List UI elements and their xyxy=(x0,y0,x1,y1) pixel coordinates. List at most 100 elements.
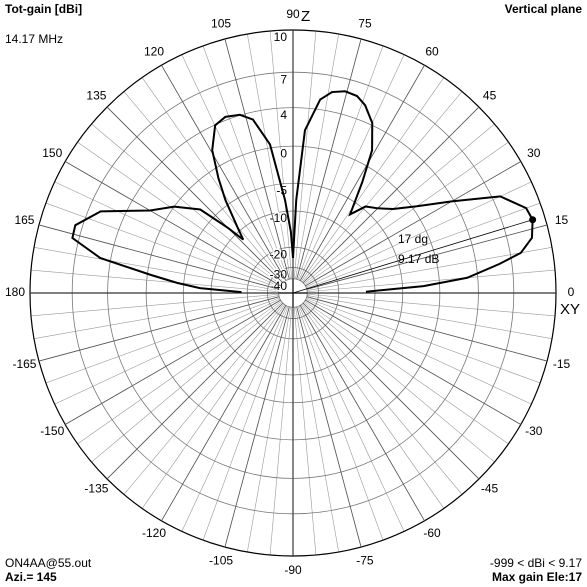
spoke xyxy=(297,306,384,541)
spoke xyxy=(91,301,283,463)
pattern-line xyxy=(71,90,534,294)
angle-tick-label: 105 xyxy=(211,17,231,31)
z-axis-label: Z xyxy=(301,8,310,25)
max-angle-label: 17 dg xyxy=(398,232,428,246)
r-tick-label: -30 xyxy=(270,268,288,282)
spoke xyxy=(295,33,339,279)
spoke xyxy=(304,300,509,445)
spoke xyxy=(269,307,293,556)
spoke xyxy=(141,77,286,282)
angle-grid-line xyxy=(65,161,281,287)
spoke xyxy=(33,247,279,291)
spoke xyxy=(298,54,405,281)
angle-grid-line xyxy=(306,224,548,290)
angle-grid-line xyxy=(299,65,425,281)
chart-title: Tot-gain [dBi] xyxy=(5,2,82,16)
spoke xyxy=(307,269,556,293)
spoke xyxy=(91,123,283,285)
angle-grid-line xyxy=(106,106,284,284)
spoke xyxy=(30,293,279,317)
angle-grid-line xyxy=(305,161,521,287)
spoke xyxy=(306,297,541,384)
angle-tick-label: 180 xyxy=(5,285,25,299)
angle-grid-line xyxy=(296,38,362,280)
spoke xyxy=(181,54,288,281)
max-gain-label: 9.17 dB xyxy=(398,252,439,266)
r-tick-label: 10 xyxy=(274,30,288,44)
angle-tick-label: -60 xyxy=(423,526,441,540)
angle-tick-label: 120 xyxy=(144,44,164,58)
angle-grid-line xyxy=(299,305,425,521)
angle-grid-line xyxy=(302,302,480,480)
spoke xyxy=(123,303,285,495)
angle-tick-label: 90 xyxy=(286,7,300,21)
spoke xyxy=(305,181,532,288)
angle-grid-line xyxy=(302,106,480,284)
spoke xyxy=(301,303,463,495)
angle-tick-label: 15 xyxy=(555,213,569,227)
angle-grid-line xyxy=(65,299,281,425)
spoke xyxy=(269,30,293,279)
spoke xyxy=(301,91,463,283)
angle-tick-label: -135 xyxy=(84,482,108,496)
spoke xyxy=(293,30,317,279)
spoke xyxy=(307,295,553,339)
r-tick-label: -10 xyxy=(270,211,288,225)
angle-tick-label: -150 xyxy=(40,424,64,438)
angle-grid-line xyxy=(38,224,280,290)
angle-grid-line xyxy=(106,302,284,480)
angle-tick-label: 0 xyxy=(568,285,575,299)
spoke xyxy=(141,304,286,509)
spoke xyxy=(303,123,495,285)
angle-tick-label: 75 xyxy=(358,17,372,31)
spoke xyxy=(306,202,541,289)
spoke xyxy=(300,77,445,282)
angle-grid-line xyxy=(224,38,290,280)
spoke xyxy=(247,33,291,279)
angle-tick-label: -30 xyxy=(525,424,543,438)
r-tick-label: 4 xyxy=(280,108,287,122)
spoke xyxy=(30,269,279,293)
spoke xyxy=(45,297,280,384)
angle-grid-line xyxy=(161,65,287,281)
azimuth: Azi.= 145 xyxy=(5,570,57,584)
angle-tick-label: 60 xyxy=(425,44,439,58)
spoke xyxy=(247,307,291,553)
angle-tick-label: -120 xyxy=(142,526,166,540)
spoke xyxy=(54,181,281,288)
angle-grid-line xyxy=(305,299,521,425)
max-gain-line xyxy=(292,219,533,294)
angle-grid-line xyxy=(306,296,548,362)
spoke xyxy=(77,300,282,445)
r-tick-label: 0 xyxy=(280,146,287,160)
spoke xyxy=(202,306,289,541)
angle-tick-label: 165 xyxy=(14,213,34,227)
angle-tick-label: -45 xyxy=(481,482,499,496)
angle-grid-line xyxy=(38,296,280,362)
r-tick-label: -20 xyxy=(270,247,288,261)
spoke xyxy=(307,293,556,317)
max-gain-text: Max gain Ele:17 xyxy=(492,570,582,584)
angle-tick-label: 45 xyxy=(483,89,497,103)
spoke xyxy=(303,301,495,463)
spoke xyxy=(293,307,317,556)
r-tick-label: 7 xyxy=(280,72,287,86)
spoke xyxy=(54,298,281,405)
spoke xyxy=(297,45,384,280)
frequency: 14.17 MHz xyxy=(5,32,63,46)
angle-tick-label: 150 xyxy=(42,146,62,160)
max-gain-marker xyxy=(529,216,537,224)
spoke xyxy=(304,141,509,286)
spoke xyxy=(202,45,289,280)
spoke xyxy=(305,298,532,405)
angle-grid-line xyxy=(161,305,287,521)
angle-grid-line xyxy=(296,306,362,548)
spoke xyxy=(77,141,282,286)
angle-tick-label: -15 xyxy=(553,357,571,371)
spoke xyxy=(181,305,288,532)
angle-tick-label: -165 xyxy=(12,357,36,371)
spoke xyxy=(33,295,279,339)
spoke xyxy=(45,202,280,289)
xy-axis-label: XY xyxy=(560,301,580,318)
